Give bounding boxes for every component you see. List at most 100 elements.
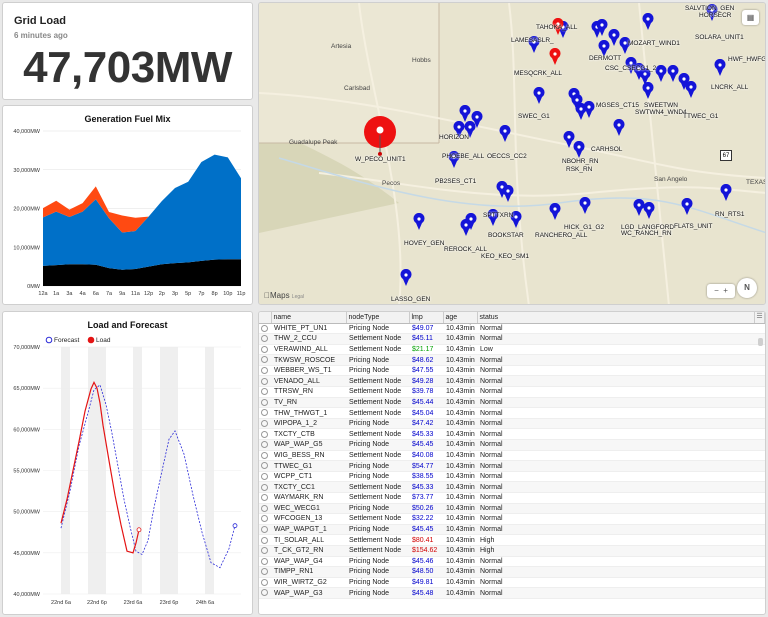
table-row[interactable]: WEBBER_WS_T1 Pricing Node $47.55 10.43min No…	[259, 365, 765, 377]
table-scrollbar[interactable]	[758, 338, 763, 346]
zoom-controls: − +	[707, 284, 735, 298]
map-pin-icon[interactable]	[413, 212, 425, 230]
table-row[interactable]: WAP_WAP_G5 Pricing Node $45.45 10.43min Norm…	[259, 439, 765, 451]
map-pin-icon[interactable]	[642, 12, 654, 30]
zoom-out-button[interactable]: −	[714, 286, 719, 295]
map-pin-icon[interactable]	[596, 18, 608, 36]
compass-button[interactable]: N	[737, 278, 757, 298]
cell-name: TKWSW_ROSCOE	[271, 354, 346, 366]
map-pin-icon[interactable]	[563, 130, 575, 148]
map-pin-icon[interactable]	[573, 140, 585, 158]
table-row[interactable]: VENADO_ALL Settlement Node $49.28 10.43min N…	[259, 375, 765, 388]
map-pin-icon[interactable]	[459, 104, 471, 122]
map-pin-icon[interactable]	[667, 64, 679, 82]
map-pin-icon[interactable]	[619, 36, 631, 54]
map-pin-icon[interactable]	[685, 80, 697, 98]
map-pin-icon[interactable]	[579, 196, 591, 214]
map-pin-icon[interactable]	[642, 81, 654, 99]
map-pin-icon[interactable]	[400, 268, 412, 286]
cell-lmp: $32.22	[409, 513, 443, 525]
map-pin-icon[interactable]	[528, 35, 540, 53]
table-row[interactable]: THW_THWGT_1 Settlement Node $45.04 10.43min…	[259, 407, 765, 419]
map-pin-icon[interactable]	[655, 64, 667, 82]
map-pin-icon[interactable]	[720, 183, 732, 201]
row-marker	[259, 333, 271, 345]
map-pin-icon[interactable]	[613, 118, 625, 136]
table-row[interactable]: TTWEC_G1 Pricing Node $54.77 10.43min Normal	[259, 460, 765, 472]
column-header-nodetype[interactable]: nodeType	[346, 312, 410, 324]
table-row[interactable]: WIR_WIRTZ_G2 Pricing Node $49.81 10.43min No…	[259, 577, 765, 589]
map-pin-icon[interactable]	[464, 120, 476, 138]
table-row[interactable]: TXCTY_CTB Settlement Node $45.33 10.43min No…	[259, 428, 765, 441]
map-pin-alert-icon[interactable]	[552, 17, 564, 35]
map-pin-icon[interactable]	[453, 120, 465, 138]
table-row[interactable]: TI_SOLAR_ALL Settlement Node $80.41 10.43mi…	[259, 534, 765, 546]
map-pin-icon[interactable]	[583, 100, 595, 118]
map-pin-icon[interactable]	[448, 150, 460, 168]
map-pin-icon[interactable]	[487, 208, 499, 226]
map-pin-icon[interactable]	[571, 93, 583, 111]
map-pin-icon[interactable]	[471, 110, 483, 128]
table-row[interactable]: WIPOPA_1_2 Pricing Node $47.42 10.43min Norm…	[259, 418, 765, 430]
table-row[interactable]: TKWSW_ROSCOE Pricing Node $48.62 10.43min No…	[259, 354, 765, 366]
map-pin-icon[interactable]	[496, 180, 508, 198]
map-pin-icon[interactable]	[460, 218, 472, 236]
table-menu-icon[interactable]: ☰	[754, 312, 764, 323]
table-row[interactable]: WFCOGEN_13 Settlement Node $32.22 10.43min N…	[259, 513, 765, 525]
column-header-name[interactable]: name	[271, 312, 347, 324]
table-row[interactable]: VERAWIND_ALL Settlement Node $21.17 10.43mi…	[259, 344, 765, 356]
map-pin-alert-icon[interactable]	[549, 47, 561, 65]
table-row[interactable]: WHITE_PT_UN1 Pricing Node $49.07 10.43min No…	[259, 323, 765, 335]
zoom-in-button[interactable]: +	[723, 286, 728, 295]
map-pin-icon[interactable]	[714, 58, 726, 76]
map-pin-icon[interactable]	[706, 3, 718, 22]
table-row[interactable]: WCPP_CT1 Pricing Node $38.55 10.43min Normal	[259, 471, 765, 483]
cell-status: Normal	[477, 428, 765, 441]
column-header-age[interactable]: age	[443, 312, 478, 324]
table-row[interactable]: TV_RN Settlement Node $45.44 10.43min Normal	[259, 397, 765, 409]
map-pin-icon[interactable]	[608, 28, 620, 46]
map-type-icon[interactable]: ▦	[742, 10, 759, 25]
table-row[interactable]: TXCTY_CC1 Settlement Node $45.33 10.43min No…	[259, 481, 765, 493]
table-row[interactable]: WEC_WECG1 Pricing Node $50.26 10.43min Norma…	[259, 503, 765, 515]
x-tick-label: 4a	[80, 291, 87, 297]
selected-map-pin-icon[interactable]	[362, 115, 398, 159]
table-row[interactable]: WAP_WAP_G4 Pricing Node $45.46 10.43min Norm…	[259, 556, 765, 568]
map-pin-icon[interactable]	[678, 72, 690, 90]
table-row[interactable]: WIG_BESS_RN Settlement Node $40.08 10.43min…	[259, 450, 765, 462]
cell-lmp: $80.41	[409, 534, 443, 546]
map-pin-icon[interactable]	[681, 197, 693, 215]
table-row[interactable]: TIMPP_RN1 Pricing Node $48.50 10.43min Norma…	[259, 566, 765, 578]
table-row[interactable]: TTRSW_RN Settlement Node $39.78 10.43min Nor…	[259, 386, 765, 398]
column-header-status[interactable]: status	[477, 312, 765, 324]
map-view[interactable]: Artesia Hobbs Carlsbad Guadalupe Peak Pecos S…	[258, 2, 766, 305]
map-pin-icon[interactable]	[633, 62, 645, 80]
map-pin-icon[interactable]	[625, 56, 637, 74]
y-tick-label: 20,000MW	[13, 207, 40, 213]
cell-name: TTWEC_G1	[271, 460, 346, 472]
map-canvas[interactable]	[259, 3, 766, 305]
map-pin-icon[interactable]	[633, 198, 645, 216]
row-marker	[259, 407, 271, 419]
map-pin-icon[interactable]	[639, 67, 651, 85]
map-pin-icon[interactable]	[549, 202, 561, 220]
column-header-lmp[interactable]: lmp	[409, 312, 444, 324]
table-row[interactable]: THW_2_CCU Settlement Node $45.11 10.43min No…	[259, 333, 765, 345]
table-row[interactable]: T_CK_GT2_RN Settlement Node $154.62 10.43mi…	[259, 545, 765, 557]
node-label: SWEETWN	[644, 102, 678, 109]
map-pin-icon[interactable]	[598, 39, 610, 57]
map-pin-icon[interactable]	[499, 124, 511, 142]
map-pin-icon[interactable]	[502, 184, 514, 202]
map-pin-icon[interactable]	[533, 86, 545, 104]
cell-nodetype: Pricing Node	[346, 365, 409, 377]
map-pin-icon[interactable]	[465, 212, 477, 230]
table-row[interactable]: WAP_WAP_G3 Pricing Node $45.48 10.43min Norm…	[259, 587, 765, 599]
circle-icon	[261, 547, 268, 555]
map-pin-icon[interactable]	[510, 210, 522, 228]
table-row[interactable]: WAP_WAPGT_1 Pricing Node $45.45 10.43min Nor…	[259, 524, 765, 536]
cell-lmp: $45.04	[409, 407, 443, 419]
map-pin-icon[interactable]	[643, 201, 655, 219]
x-tick-label: 12a	[38, 291, 48, 297]
table-row[interactable]: WAYMARK_RN Settlement Node $73.77 10.43min N…	[259, 492, 765, 504]
y-tick-label: 70,000MW	[13, 345, 40, 351]
